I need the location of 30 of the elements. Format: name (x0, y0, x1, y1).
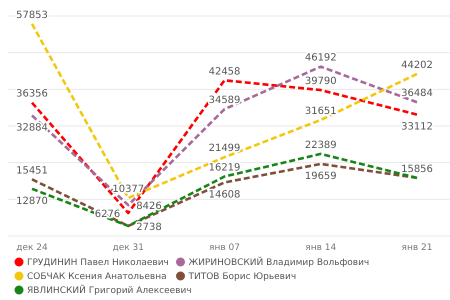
x-tick-label: дек 24 (16, 243, 48, 253)
x-tick-label: янв 14 (305, 243, 336, 253)
legend-label: СОБЧАК Ксения Анатольевна (27, 272, 167, 282)
x-tick-label: дек 31 (112, 243, 144, 253)
legend-label: ТИТОВ Борис Юрьевич (188, 272, 296, 282)
legend-label: ЖИРИНОВСКИЙ Владимир Вольфович (188, 256, 370, 268)
data-label: 46192 (304, 52, 337, 64)
data-label: 15451 (16, 165, 48, 176)
data-label: 44202 (401, 60, 433, 71)
data-label: 10377 (112, 184, 144, 195)
data-label: 8426 (136, 201, 162, 212)
data-label: 57853 (16, 10, 48, 21)
data-label: 19659 (304, 170, 337, 182)
x-tick-label: янв 07 (209, 243, 240, 253)
data-label: 12870 (16, 196, 48, 207)
legend-label: ЯВЛИНСКИЙ Григорий Алексеевич (27, 284, 192, 296)
data-label: 36356 (16, 88, 48, 100)
data-label: 21499 (208, 143, 240, 154)
data-label: 2738 (136, 222, 162, 233)
data-label: 31651 (304, 106, 337, 117)
data-label: 22389 (304, 140, 337, 151)
legend-label: ГРУДИНИН Павел Николаевич (27, 258, 169, 268)
data-label: 39790 (304, 76, 337, 88)
data-label: 16219 (208, 162, 240, 174)
data-label: 36484 (401, 88, 433, 100)
data-label: 15856 (401, 164, 433, 175)
data-label: 33112 (401, 122, 433, 133)
data-label: 14608 (208, 189, 240, 200)
data-label: 42458 (208, 66, 240, 78)
x-tick-label: янв 21 (402, 243, 432, 253)
